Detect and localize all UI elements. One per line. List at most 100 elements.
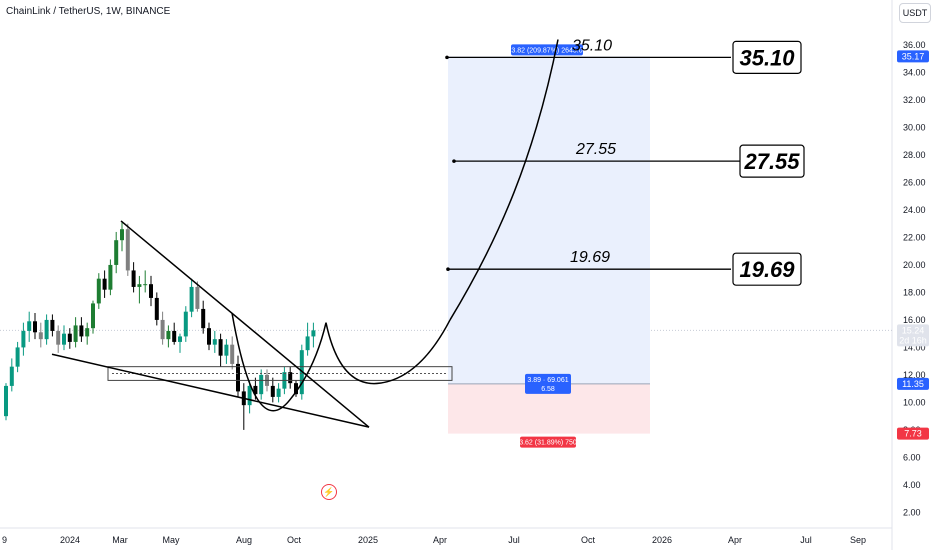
candle-body [276,388,281,397]
x-tick-label: Aug [236,535,252,545]
y-tick-label: 22.00 [903,232,926,242]
level-annotation: 35.10 [572,37,612,54]
y-tick-label: 34.00 [903,67,926,77]
candle-body [33,321,37,333]
candle-body [207,328,211,345]
candle-body [149,284,153,298]
candle-body [102,278,107,290]
level-box [732,40,802,74]
candle-body [247,385,252,406]
candle-body [253,385,258,395]
level-box-label: 35.10 [739,45,795,70]
currency-button[interactable]: USDT [899,3,931,23]
x-tick-label: 2026 [652,535,672,545]
y-tick-label: 26.00 [903,177,926,187]
y-tick-label: 6.00 [903,452,921,462]
projection-curve [449,39,559,321]
y-tick-label: 10.00 [903,397,926,407]
entry-badge-sublabel: 6.58 [541,386,555,393]
x-tick-label: Mar [112,535,128,545]
candle-body [125,229,130,271]
y-tick-label: 4.00 [903,480,921,490]
price-axis-badge-sublabel: 2d 16h [899,335,927,345]
candle-body [15,347,20,367]
candle-body [183,311,188,337]
x-tick-label: Jul [508,535,520,545]
price-axis-badge [897,377,929,390]
candle-body [85,328,90,337]
chart-title: ChainLink / TetherUS, 1W, BINANCE [6,6,171,17]
candle-body [50,319,55,331]
level-box-label: 27.55 [743,149,800,174]
candle-body [91,303,95,329]
wedge-upper-line [120,220,370,428]
x-tick-label: Oct [581,535,596,545]
candle-body [224,344,229,356]
candle-body [96,278,101,304]
entry-badge-label: 3.89 · 69.061 [527,377,568,384]
candle-body [288,372,293,384]
candle-body [73,325,78,342]
y-tick-label: 36.00 [903,40,926,50]
y-tick-label: 16.00 [903,315,926,325]
price-axis-badge [897,427,929,440]
x-tick-label: May [162,535,180,545]
candle-body [108,264,113,290]
position-zones: 23.82 (209.87%) 2645.03 3.89 · 69.061 6.58… [448,44,650,448]
grid [0,0,893,550]
candle-body [172,330,177,342]
target-badge-label: 23.82 (209.87%) 2645.03 [507,47,586,54]
x-tick-label: 2025 [358,535,378,545]
candle-body [218,339,223,356]
candles [4,220,316,430]
entry-badge [525,373,571,394]
lightning-icon[interactable]: ⚡ [321,484,337,500]
candle-body [195,286,200,309]
candle-body [27,321,32,331]
y-tick-label: 24.00 [903,205,926,215]
cup-handle-curve [231,312,451,412]
candle-body [120,229,124,241]
x-tick-label: Oct [287,535,302,545]
candle-body [178,336,182,342]
level-box [739,144,805,178]
candle-body [143,284,148,286]
candle-body [305,336,310,351]
x-tick-label: Apr [728,535,742,545]
drawings: 35.10 35.10 27.55 27.55 19.69 19.69 [51,37,805,428]
candle-body [230,344,235,364]
level-box [732,252,802,286]
candle-body [201,308,206,329]
x-tick-label: Sep [850,535,866,545]
y-tick-label: 14.00 [903,342,926,352]
level-box-label: 19.69 [739,257,795,282]
y-tick-label: 32.00 [903,95,926,105]
stop-badge-label: 3.62 (31.89%) 750 [519,440,577,447]
x-tick-label: 9 [2,535,7,545]
y-tick-label: 2.00 [903,507,921,517]
y-tick-label: 18.00 [903,287,926,297]
wedge-lower-line [51,353,370,428]
profit-zone [448,56,650,384]
candle-body [311,330,316,337]
candle-body [236,363,240,392]
y-tick-label: 28.00 [903,150,926,160]
x-tick-label: 2024 [60,535,80,545]
candle-body [62,333,66,345]
candle-body [154,297,159,320]
candle-body [21,330,26,348]
candle-body [38,332,43,340]
consolidation-box [107,366,453,381]
level-annotation: 19.69 [570,249,610,266]
candle-body [79,325,84,337]
y-tick-label: 30.00 [903,122,926,132]
candle-body [166,330,171,340]
candle-body [67,333,72,342]
candle-body [189,286,194,312]
y-tick-label: 20.00 [903,260,926,270]
target-badge [511,44,583,56]
stop-badge [520,436,576,448]
